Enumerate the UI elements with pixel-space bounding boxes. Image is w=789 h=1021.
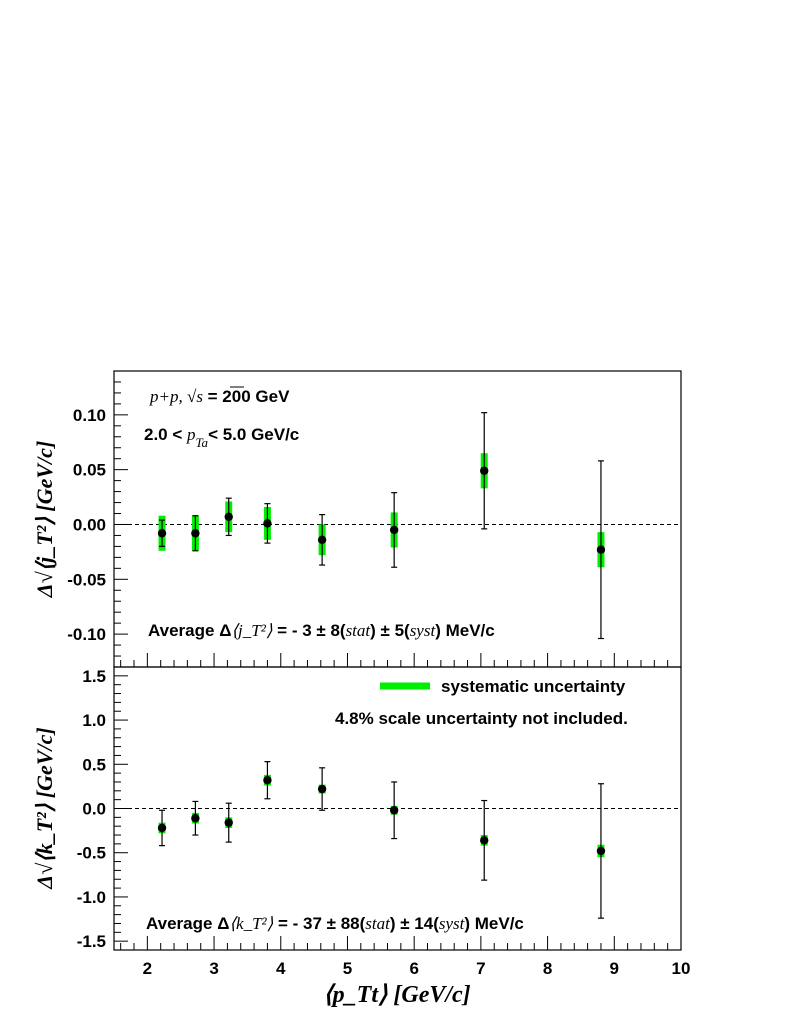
bottom-point [317,784,327,794]
bottom-point [389,806,399,815]
bottom-y-tick-label: -1.5 [77,932,106,951]
x-tick-label: 5 [343,959,352,978]
range-sub: Ta [196,435,209,450]
bottom-point [480,836,489,845]
top-y-tick-label: -0.10 [67,625,106,644]
bottom-y-tick-label: -0.5 [77,844,106,863]
bottom-y-tick-label: 1.0 [82,711,106,730]
top-average-var: ⟨j_T²⟩ [231,621,272,640]
bottom-average-stat: stat [365,914,391,933]
bottom-average-value: = - 37 ± 88( [273,914,365,933]
top-point [224,512,233,522]
top-point [191,529,200,538]
top-point [596,545,606,554]
top-average-suffix: ) MeV/c [435,621,495,640]
top-y-tick-label: 0.05 [73,461,106,480]
top-point [263,519,272,528]
x-tick-label: 10 [672,959,691,978]
top-point [157,529,167,538]
top-average-syst: syst [410,621,437,640]
top-average-stat: stat [346,621,372,640]
bottom-y-axis-title: Δ√⟨k_T²⟩ [GeV/c] [32,727,57,889]
x-tick-label: 8 [543,959,552,978]
trigger-range-label: 2.0 < pTa< 5.0 GeV/c [144,425,299,450]
top-average-prefix: Average Δ [148,621,231,640]
bottom-point [596,846,606,856]
system-prefix: p+p, [149,387,187,406]
bottom-average-prefix: Average Δ [146,914,229,933]
top-y-tick-label: 0.10 [73,406,106,425]
top-y-tick-label: 0.00 [73,515,106,534]
top-point [317,535,327,545]
system-energy: = 200 GeV [203,387,290,406]
bottom-average-label: Average Δ⟨k_T²⟩ = - 37 ± 88(stat) ± 14(s… [146,914,524,933]
range-left: 2.0 < [144,425,187,444]
x-axis-title: ⟨p_Tt⟩ [GeV/c] [323,982,470,1008]
top-point [389,525,399,535]
top-y-axis-title: Δ√⟨j_T²⟩ [GeV/c] [32,441,57,599]
range-right: < 5.0 GeV/c [208,425,299,444]
top-point [480,466,489,475]
system-label: p+p, √s = 200 GeV [149,387,290,406]
x-tick-label: 4 [276,959,286,978]
x-tick-label: 7 [476,959,485,978]
top-average-value: = - 3 ± 8( [272,621,345,640]
bottom-y-tick-label: 0.5 [82,755,106,774]
range-var: p [186,425,196,444]
top-average-label: Average Δ⟨j_T²⟩ = - 3 ± 8(stat) ± 5(syst… [148,621,495,640]
scale-note: 4.8% scale uncertainty not included. [335,709,628,728]
legend-syst-label: systematic uncertainty [441,677,626,696]
bottom-point [224,818,233,827]
x-tick-label: 9 [610,959,619,978]
sqrt-s: √s [187,387,203,406]
bottom-y-tick-label: 1.5 [82,667,106,686]
bottom-point [157,823,167,833]
bottom-y-tick-label: -1.0 [77,888,106,907]
x-tick-label: 2 [143,959,152,978]
bottom-point [191,814,200,823]
bottom-average-suffix: ) MeV/c [464,914,524,933]
top-y-tick-label: -0.05 [67,570,106,589]
top-average-mid: ) ± 5( [370,621,410,640]
x-tick-label: 3 [209,959,218,978]
bottom-average-var: ⟨k_T²⟩ [229,914,273,933]
bottom-y-tick-label: 0.0 [82,800,106,819]
bottom-average-syst: syst [439,914,466,933]
x-tick-label: 6 [409,959,418,978]
bottom-point [263,776,272,785]
bottom-average-mid: ) ± 14( [390,914,439,933]
